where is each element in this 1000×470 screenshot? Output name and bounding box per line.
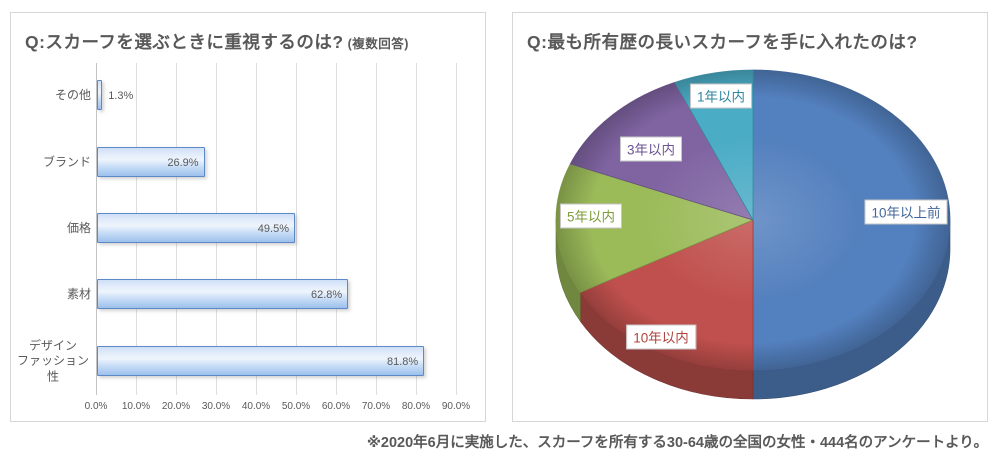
bar (97, 279, 349, 310)
bar-category-label: ブランド (15, 155, 91, 171)
x-tick-label: 80.0% (401, 401, 431, 412)
bar-chart-plot: 1.3% 26.9% 49.5% 62.8% 81.8% (96, 63, 457, 395)
bar-value-label: 81.8% (386, 355, 419, 368)
bar-row: 26.9% (97, 129, 457, 195)
bar-category-label-text: ブランド (42, 154, 91, 169)
bar-chart-panel: Q:スカーフを選ぶときに重視するのは? (複数回答) その他ブランド価格素材デザイ… (10, 12, 486, 422)
bar (97, 146, 205, 177)
pie-slice (752, 69, 951, 371)
bar-category-label: その他 (15, 88, 91, 104)
bar-value-label: 62.8% (310, 289, 343, 302)
bar-category-label-text: 価格 (66, 221, 91, 236)
bar-category-label: 価格 (15, 221, 91, 237)
bar-category-label: 素材 (15, 288, 91, 304)
bar-value-label: 1.3% (108, 90, 134, 103)
x-tick-label: 30.0% (201, 401, 231, 412)
bar-category-label: デザイン ファッション性 (15, 338, 91, 385)
survey-footnote: ※2020年6月に実施した、スカーフを所有する30-64歳の全国の女性・444名… (366, 435, 988, 451)
bar (97, 345, 425, 376)
pie-slice-label: 5年以内 (559, 203, 623, 229)
bar-chart-title-text: Q:スカーフを選ぶときに重視するのは? (25, 32, 344, 52)
x-tick-label: 0.0% (84, 401, 108, 412)
pie-slice-label: 1年以内 (689, 83, 753, 109)
bar-row: 49.5% (97, 196, 457, 262)
pie-slice-label: 3年以内 (619, 136, 683, 162)
pie-slice-label: 10年以内 (626, 324, 696, 350)
bar-category-label-text: 素材 (66, 287, 91, 302)
pie-chart-area: 10年以上前 10年以内 5年以内 3年以内 1年以内 (513, 13, 989, 421)
pie-slice-label: 10年以上前 (864, 199, 948, 225)
pie-slice (555, 163, 754, 293)
x-tick-label: 90.0% (441, 401, 471, 412)
bar-row: 1.3% (97, 63, 457, 129)
bar-chart-title: Q:スカーフを選ぶときに重視するのは? (複数回答) (25, 29, 477, 54)
x-tick-label: 50.0% (281, 401, 311, 412)
x-tick-label: 20.0% (161, 401, 191, 412)
x-tick-label: 40.0% (241, 401, 271, 412)
bar-row: 81.8% (97, 329, 457, 395)
bar-chart-title-note: (複数回答) (347, 37, 409, 51)
bar-category-axis: その他ブランド価格素材デザイン ファッション性 (15, 63, 91, 395)
pie-chart-title: Q:最も所有歴の長いスカーフを手に入れたのは? (527, 32, 918, 52)
bar-category-label-text: デザイン ファッション性 (16, 338, 89, 384)
x-tick-label: 70.0% (361, 401, 391, 412)
x-tick-label: 10.0% (121, 401, 151, 412)
bar-value-label: 26.9% (167, 156, 199, 169)
bar (97, 80, 103, 111)
x-tick-label: 60.0% (321, 401, 351, 412)
bar-value-label: 49.5% (257, 222, 289, 235)
bar (97, 212, 295, 243)
bar-row: 62.8% (97, 262, 457, 328)
bar-value-axis: 0.0% 10.0% 20.0% 30.0% 40.0% 50.0% 60.0% 70.0% 8… (85, 401, 471, 415)
pie-chart-panel: Q:最も所有歴の長いスカーフを手に入れたのは? 10年以上前 10年以内 5年以内 3… (512, 12, 988, 422)
bar-category-label-text: その他 (54, 88, 91, 103)
